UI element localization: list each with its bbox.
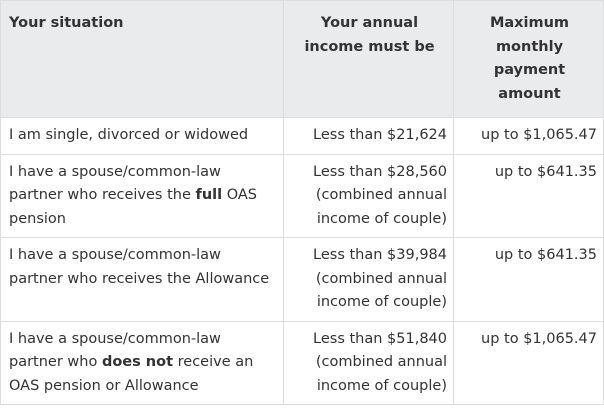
income-note: (combined annual income of couple)	[315, 187, 447, 227]
payment-cell: up to $641.35	[453, 153, 604, 238]
table-row: I am single, divorced or widowed Less th…	[0, 117, 604, 155]
situation-text: I am single, divorced or widowed	[9, 127, 249, 143]
table-header-row: Your situation Your annual income must b…	[0, 0, 604, 118]
situation-text-end: receive an OAS pension or Allowance	[9, 354, 254, 394]
income-cell: Less than $51,840 (combined annual incom…	[283, 320, 454, 405]
income-limit: Less than $51,840	[313, 330, 447, 347]
situation-emphasis: does not	[101, 354, 174, 370]
income-limit: Less than $21,624	[313, 127, 447, 143]
situation-cell: I have a spouse/common-law partner who d…	[0, 320, 284, 405]
income-limit: Less than $28,560	[313, 163, 447, 180]
situation-cell: I have a spouse/common-law partner who r…	[0, 237, 284, 322]
income-cell: Less than $39,984 (combined annual incom…	[283, 237, 454, 322]
header-income: Your annual income must be	[283, 0, 454, 118]
income-note: (combined annual income of couple)	[315, 354, 447, 394]
payment-cell: up to $641.35	[453, 237, 604, 322]
header-situation: Your situation	[0, 0, 284, 118]
payment-cell: up to $1,065.47	[453, 117, 604, 155]
situation-text: I have a spouse/common-law partner who r…	[9, 163, 221, 204]
situation-text: I have a spouse/common-law partner who	[9, 330, 221, 371]
income-limit: Less than $39,984	[313, 247, 447, 263]
situation-emphasis: full	[195, 187, 223, 203]
situation-text: I have a spouse/common-law partner who r…	[9, 247, 270, 287]
table-row: I have a spouse/common-law partner who r…	[0, 237, 604, 322]
income-cell: Less than $28,560 (combined annual incom…	[283, 153, 454, 238]
income-note: (combined annual income of couple)	[315, 270, 447, 311]
table-row: I have a spouse/common-law partner who r…	[0, 153, 604, 238]
situation-text-end: OAS pension	[9, 187, 257, 227]
situation-cell: I have a spouse/common-law partner who r…	[0, 153, 284, 238]
table-row: I have a spouse/common-law partner who d…	[0, 320, 604, 405]
income-cell: Less than $21,624	[283, 117, 454, 155]
situation-cell: I am single, divorced or widowed	[0, 117, 284, 155]
header-payment: Maximum monthly payment amount	[453, 0, 604, 118]
payment-cell: up to $1,065.47	[453, 320, 604, 405]
